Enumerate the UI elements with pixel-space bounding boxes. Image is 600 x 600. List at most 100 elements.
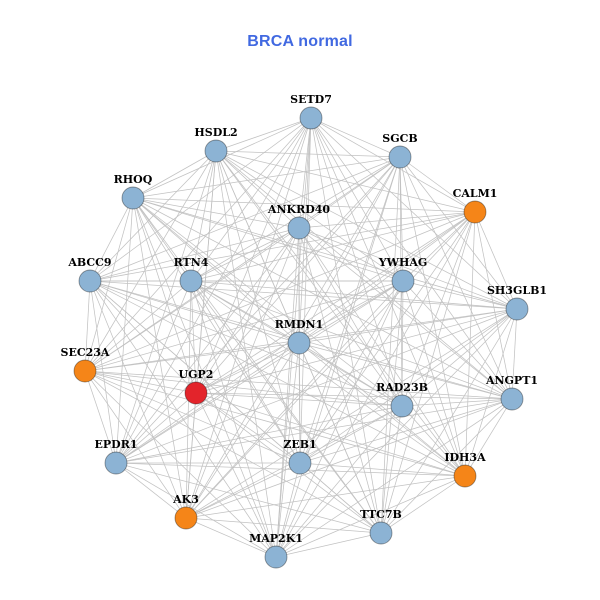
network-edge <box>195 308 518 394</box>
network-edge <box>190 280 466 477</box>
network-edge <box>84 342 300 372</box>
network-edge <box>310 117 513 400</box>
network-edge <box>298 342 403 407</box>
node-label-sh3glb1: SH3GLB1 <box>487 284 547 297</box>
network-edge <box>84 370 301 464</box>
network-edge <box>89 197 134 282</box>
network-edge <box>299 462 466 477</box>
network-edge <box>401 280 404 407</box>
node-label-rtn4: RTN4 <box>174 256 209 269</box>
network-edge <box>190 280 382 534</box>
network-edge <box>185 398 513 519</box>
node-label-ak3: AK3 <box>172 493 199 506</box>
network-edge <box>298 211 476 229</box>
network-edge <box>84 280 404 372</box>
node-label-rad23b: RAD23B <box>376 381 428 394</box>
network-edge <box>84 370 187 519</box>
network-edge <box>115 280 404 464</box>
network-edge <box>195 392 301 464</box>
network-edge <box>401 211 476 407</box>
network-edge <box>298 342 466 477</box>
network-edge <box>380 156 401 534</box>
node-label-ttc7b: TTC7B <box>360 508 402 521</box>
network-edge <box>402 280 513 400</box>
figure-title: BRCA normal <box>247 33 353 50</box>
network-edge <box>275 475 466 558</box>
network-edge <box>84 156 401 372</box>
network-edge <box>298 227 403 407</box>
node-label-rmdn1: RMDN1 <box>275 318 324 331</box>
network-edge <box>380 405 403 534</box>
network-edge <box>115 227 300 464</box>
network-edge <box>401 308 518 407</box>
network-edge <box>132 150 217 199</box>
network-edge <box>298 227 518 310</box>
network-node-angpt1 <box>500 387 524 411</box>
network-node-setd7 <box>299 106 323 130</box>
network-edge <box>298 280 404 344</box>
network-edge <box>132 197 513 400</box>
network-edge <box>190 150 217 282</box>
network-edge <box>195 392 277 558</box>
network-edge <box>298 156 401 344</box>
network-edge <box>190 280 301 464</box>
network-edge <box>299 398 513 464</box>
network-edge <box>132 197 300 229</box>
network-edge <box>185 117 312 519</box>
network-edge <box>275 405 403 558</box>
network-edge <box>89 280 518 310</box>
network-edge <box>310 117 403 407</box>
node-label-ankrd40: ANKRD40 <box>267 203 330 216</box>
network-edge <box>474 211 518 310</box>
network-edge <box>195 211 476 394</box>
network-edge <box>299 280 404 464</box>
network-node-ugp2 <box>184 381 208 405</box>
network-edge <box>399 156 518 310</box>
network-edge <box>132 197 301 464</box>
network-edge <box>215 150 466 477</box>
network-edge <box>215 150 404 282</box>
node-label-abcc9: ABCC9 <box>67 256 111 269</box>
network-edge <box>215 150 476 213</box>
network-node-ttc7b <box>369 521 393 545</box>
network-node-rad23b <box>390 394 414 418</box>
network-edge <box>190 280 277 558</box>
network-node-ankrd40 <box>287 216 311 240</box>
network-edge <box>399 156 466 477</box>
node-label-angpt1: ANGPT1 <box>485 374 538 387</box>
network-edge <box>215 150 513 400</box>
network-edge <box>310 117 401 158</box>
network-edge <box>84 370 403 407</box>
network-edge <box>89 156 401 282</box>
network-edge <box>84 370 513 400</box>
node-label-zeb1: ZEB1 <box>283 438 316 451</box>
network-edge <box>115 398 513 464</box>
network-edge <box>299 308 518 464</box>
network-edge <box>190 280 197 394</box>
network-edge <box>132 197 404 282</box>
network-edge <box>89 280 187 519</box>
network-edge <box>185 517 277 558</box>
network-node-hsdl2 <box>204 139 228 163</box>
node-label-idh3a: IDH3A <box>444 451 486 464</box>
network-edge <box>132 156 401 199</box>
network-edge <box>132 197 277 558</box>
network-edge <box>115 156 401 464</box>
network-node-zeb1 <box>288 451 312 475</box>
network-edge <box>464 211 476 477</box>
network-node-sh3glb1 <box>505 297 529 321</box>
network-edge <box>215 117 312 152</box>
network-edge <box>115 462 466 477</box>
node-label-rhoq: RHOQ <box>114 173 153 186</box>
network-edge <box>185 227 300 519</box>
network-node-sec23a <box>73 359 97 383</box>
network-edge <box>275 342 300 558</box>
network-edge <box>185 462 301 519</box>
node-label-ywhag: YWHAG <box>378 256 428 269</box>
network-edge <box>298 227 466 477</box>
network-edge <box>115 392 197 464</box>
network-edge <box>401 405 466 477</box>
network-edge <box>84 280 192 372</box>
network-edge <box>132 197 382 534</box>
